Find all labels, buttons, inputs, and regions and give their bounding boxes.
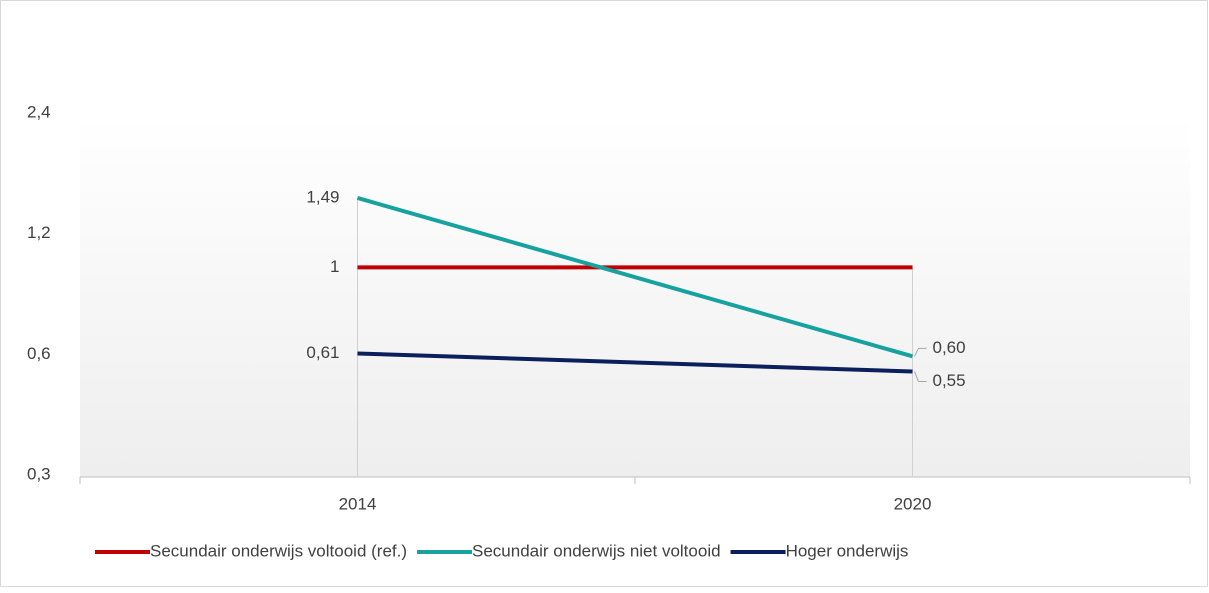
y-tick-label: 2,4 [27,102,51,121]
x-tick-label: 2020 [894,494,932,513]
plot-area [80,115,1190,477]
data-label: 1,49 [306,187,339,206]
y-tick-label: 0,3 [27,464,51,483]
y-tick-label: 0,6 [27,344,51,363]
series-line [356,196,914,359]
y-tick-label: 1,2 [27,223,51,242]
legend-label: Secundair onderwijs voltooid (ref.) [150,541,407,560]
legend-label: Secundair onderwijs niet voltooid [472,541,721,560]
data-label: 0,61 [306,343,339,362]
leader-line [914,347,927,357]
data-label: 0,60 [933,338,966,357]
series-line [357,351,913,374]
leader-line [914,371,927,382]
legend-label: Hoger onderwijs [786,541,909,560]
x-tick-label: 2014 [339,494,377,513]
data-label: 1 [330,257,339,276]
data-label: 0,55 [933,371,966,390]
